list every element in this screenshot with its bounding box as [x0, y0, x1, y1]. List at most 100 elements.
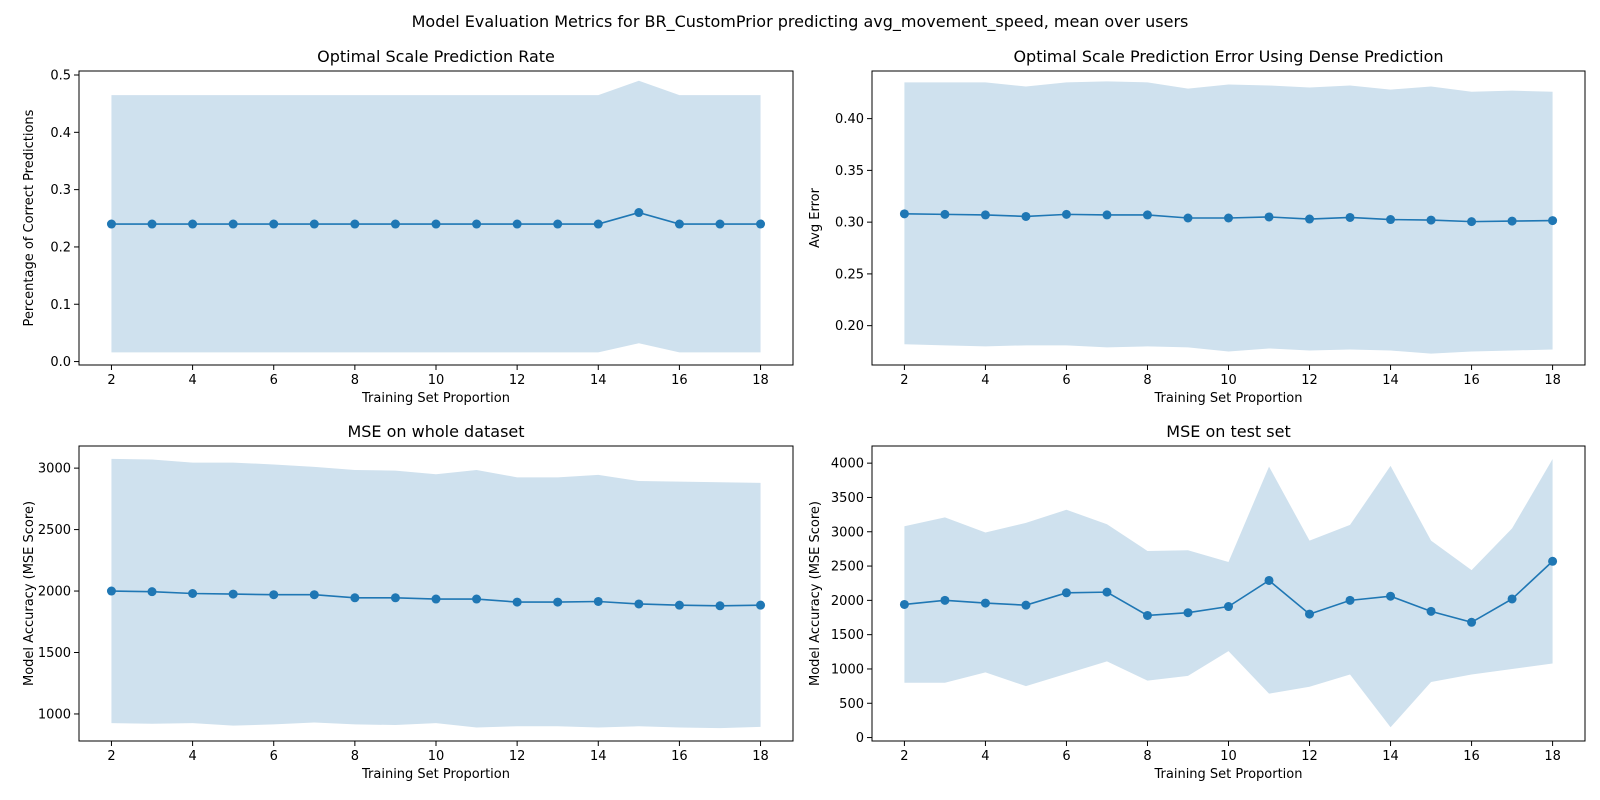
- x-tick-label: 16: [671, 749, 688, 764]
- x-tick-label: 2: [900, 749, 908, 764]
- figure-suptitle: Model Evaluation Metrics for BR_CustomPr…: [411, 12, 1189, 31]
- confidence-band: [111, 80, 761, 353]
- y-tick-label: 3000: [831, 525, 864, 540]
- y-tick-label: 0.30: [835, 216, 864, 231]
- x-tick-label: 12: [1301, 373, 1318, 388]
- x-tick-label: 4: [981, 373, 989, 388]
- data-point: [634, 599, 644, 609]
- x-tick-label: 18: [752, 373, 769, 388]
- x-tick-label: 6: [1062, 749, 1070, 764]
- subplot-title: MSE on test set: [1166, 422, 1290, 441]
- y-tick-label: 1500: [38, 646, 71, 661]
- data-point: [228, 219, 238, 229]
- y-tick-label: 2500: [831, 560, 864, 575]
- y-tick-label: 4000: [831, 457, 864, 472]
- data-point: [1102, 210, 1112, 220]
- y-tick-label: 0.40: [835, 112, 864, 127]
- confidence-band: [111, 458, 761, 729]
- x-tick-label: 6: [270, 373, 278, 388]
- data-point: [309, 590, 319, 600]
- data-point: [269, 219, 279, 229]
- data-point: [472, 219, 482, 229]
- x-tick-label: 2: [107, 373, 115, 388]
- x-tick-label: 8: [1143, 749, 1151, 764]
- data-point: [1386, 215, 1396, 225]
- data-point: [1426, 215, 1436, 225]
- data-point: [1183, 213, 1193, 223]
- subplot-3: 2 4 6 8 10 12 14 16 18 1000 1500 2000 2500 3000 MSE on…: [22, 422, 794, 782]
- data-point: [269, 590, 279, 600]
- x-axis-label: Training Set Proportion: [1154, 391, 1303, 406]
- x-tick-label: 18: [1544, 749, 1561, 764]
- data-point: [1021, 211, 1031, 221]
- x-tick-label: 10: [1220, 373, 1237, 388]
- data-point: [309, 219, 319, 229]
- data-point: [1507, 216, 1517, 226]
- y-tick-label: 1000: [831, 662, 864, 677]
- x-tick-label: 6: [1062, 373, 1070, 388]
- data-point: [715, 219, 725, 229]
- y-axis-label: Model Accuracy (MSE Score): [808, 501, 823, 686]
- x-tick-label: 2: [900, 373, 908, 388]
- data-point: [1345, 595, 1355, 605]
- data-point: [899, 599, 909, 609]
- x-tick-label: 12: [509, 373, 526, 388]
- data-point: [1386, 591, 1396, 601]
- x-tick-label: 8: [1143, 373, 1151, 388]
- y-tick-label: 0.0: [50, 355, 71, 370]
- y-tick-label: 0.20: [835, 319, 864, 334]
- data-point: [1507, 594, 1517, 604]
- x-tick-label: 14: [1382, 373, 1399, 388]
- x-axis-label: Training Set Proportion: [1154, 767, 1303, 782]
- x-tick-label: 10: [1220, 749, 1237, 764]
- data-point: [593, 219, 603, 229]
- data-point: [472, 594, 482, 604]
- y-tick-label: 2000: [831, 594, 864, 609]
- y-tick-label: 3000: [38, 462, 71, 477]
- data-point: [147, 587, 157, 597]
- x-tick-label: 4: [188, 373, 196, 388]
- x-tick-label: 18: [752, 749, 769, 764]
- x-tick-label: 6: [270, 749, 278, 764]
- data-point: [1467, 217, 1477, 227]
- data-point: [512, 597, 522, 607]
- subplot-4: 2 4 6 8 10 12 14 16 18 0 500 1000 1500 2000 2500 3000 35…: [808, 422, 1586, 782]
- data-point: [1548, 556, 1558, 566]
- data-point: [350, 219, 360, 229]
- data-point: [1345, 212, 1355, 222]
- x-tick-label: 10: [428, 749, 445, 764]
- subplot-title: Optimal Scale Prediction Error Using Den…: [1013, 47, 1443, 66]
- x-tick-label: 14: [590, 749, 607, 764]
- x-axis-label: Training Set Proportion: [361, 391, 510, 406]
- y-tick-label: 2000: [38, 585, 71, 600]
- subplot-1: 2 4 6 8 10 12 14 16 18 0.0 0.1 0.2 0.3 0.4 0.5 Optimal …: [22, 47, 794, 406]
- x-tick-label: 16: [1463, 373, 1480, 388]
- data-point: [228, 589, 238, 599]
- x-tick-label: 10: [428, 373, 445, 388]
- data-point: [940, 209, 950, 219]
- data-point: [1548, 216, 1558, 226]
- data-point: [553, 597, 563, 607]
- y-tick-label: 0.5: [50, 69, 71, 84]
- data-point: [350, 593, 360, 603]
- y-axis-label: Avg Error: [808, 187, 823, 248]
- y-tick-label: 1500: [831, 628, 864, 643]
- data-point: [674, 219, 684, 229]
- data-point: [147, 219, 157, 229]
- data-point: [940, 595, 950, 605]
- x-tick-label: 14: [590, 373, 607, 388]
- subplot-title: Optimal Scale Prediction Rate: [317, 47, 555, 66]
- data-point: [1224, 602, 1233, 612]
- data-point: [1264, 212, 1274, 222]
- data-point: [431, 219, 441, 229]
- data-point: [674, 600, 684, 610]
- x-tick-label: 14: [1382, 749, 1399, 764]
- data-point: [188, 219, 198, 229]
- data-point: [512, 219, 522, 229]
- y-tick-label: 500: [839, 697, 864, 712]
- x-tick-label: 16: [671, 373, 688, 388]
- data-point: [756, 600, 766, 610]
- y-tick-label: 0.4: [50, 126, 71, 141]
- x-tick-label: 4: [188, 749, 196, 764]
